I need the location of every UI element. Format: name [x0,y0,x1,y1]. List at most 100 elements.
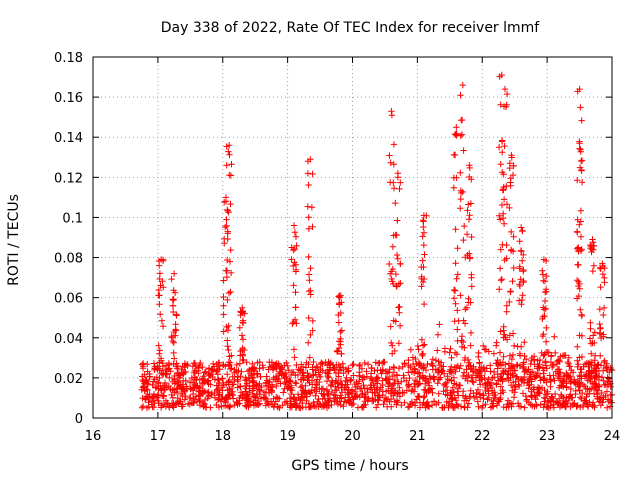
data-point [496,216,504,223]
data-point [253,381,260,388]
data-point [396,185,403,193]
data-point [578,375,585,382]
data-point [350,372,357,379]
data-point [170,349,177,357]
y-tick-label: 0.16 [54,91,83,106]
data-point [305,225,313,232]
data-point [295,366,302,373]
data-point [596,330,603,338]
data-point [436,362,443,369]
data-point [208,390,216,397]
data-point [198,379,206,387]
data-point [574,343,581,350]
data-point [332,386,339,394]
data-point [536,365,543,372]
data-point [220,302,227,309]
data-point [284,362,291,370]
data-point [144,381,152,388]
data-point [550,372,557,379]
data-point [565,374,573,381]
data-point [418,283,425,290]
data-point [514,400,522,407]
data-point [335,373,342,380]
data-point [233,368,240,375]
data-point [293,380,300,387]
data-point [497,277,505,284]
data-point [575,278,582,285]
data-point [449,384,457,391]
data-point [584,377,591,384]
data-point [222,194,230,201]
data-point [405,381,413,388]
data-point [554,399,561,406]
data-point [392,270,400,278]
y-tick-label: 0.04 [54,332,83,347]
x-tick-label: 24 [604,429,621,444]
data-point [520,279,527,286]
data-point [507,288,514,296]
data-point [521,352,528,360]
data-point [372,376,380,383]
data-point [434,331,442,338]
data-point [428,360,435,367]
data-point [521,339,528,346]
data-point [353,378,360,386]
data-point [457,195,464,203]
data-point [475,403,482,410]
data-point [234,373,241,380]
data-point [156,347,163,354]
data-point [500,403,507,411]
data-point [460,236,467,244]
y-tick-label: 0.18 [54,51,83,66]
data-point [163,371,171,378]
data-point [274,378,282,385]
data-point [224,371,231,378]
data-point [576,332,583,339]
data-point [500,353,507,360]
data-point [577,104,584,111]
data-point [307,265,314,272]
data-point [567,378,574,386]
data-point [389,243,397,250]
data-point [587,241,594,249]
data-point [574,363,581,371]
data-point [409,360,417,368]
data-point [158,317,166,324]
data-point [360,374,368,381]
data-point [371,367,378,375]
data-point [467,329,475,337]
data-point [404,404,412,411]
data-point [503,241,510,249]
data-point [156,301,163,308]
data-point [169,387,176,394]
data-point [225,148,232,155]
data-point [305,253,312,261]
data-point [155,380,162,387]
data-point [319,395,326,402]
data-point [254,359,261,366]
data-point [345,367,352,374]
data-point [205,364,213,372]
data-point [519,227,526,234]
data-point [542,305,549,312]
data-point [308,387,315,394]
data-point [324,372,331,380]
data-point [577,233,585,240]
data-point [291,354,298,361]
data-point [502,361,509,368]
data-point [228,352,235,359]
data-point [452,300,459,307]
data-point [450,184,457,191]
data-point [309,170,316,178]
data-point [441,345,449,352]
data-point [436,321,443,328]
data-point [506,352,514,359]
data-point [171,376,178,384]
data-point [221,396,228,403]
data-point [363,368,370,375]
data-point [274,394,281,402]
data-point [168,334,175,341]
data-point [591,357,598,364]
data-point [364,397,371,404]
data-point [170,339,177,346]
